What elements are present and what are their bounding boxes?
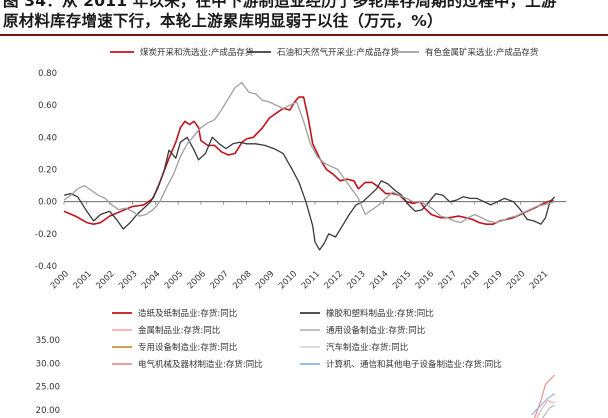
x-tick-label: 2013 [345, 269, 367, 291]
x-tick-label: 2002 [94, 269, 116, 291]
y-tick-label: 20.00 [36, 406, 60, 416]
series-line [63, 136, 556, 251]
x-tick-label: 2014 [368, 269, 390, 291]
x-tick-label: 2017 [437, 269, 459, 291]
legend-label: 造纸及纸制品业:存货:同比 [138, 308, 237, 319]
x-tick-label: 2006 [186, 269, 208, 291]
x-tick-label: 2009 [254, 269, 276, 291]
x-tick-label: 2018 [459, 269, 481, 291]
legend-label: 电气机械及器材制造业:存货:同比 [138, 359, 263, 370]
y-tick-label: -0.40 [35, 262, 57, 272]
legend-label: 石油和天然气开采业:产成品存货 [277, 47, 399, 58]
legend-label: 橡胶和塑料制品业:存货:同比 [326, 308, 434, 319]
x-tick-label: 2011 [300, 269, 322, 291]
series-line [63, 82, 555, 224]
series-line [531, 393, 555, 416]
y-tick-label: -0.20 [35, 230, 57, 240]
legend-label: 金属制品业:存货:同比 [138, 325, 220, 336]
x-tick-label: 2008 [231, 269, 253, 291]
y-tick-label: 0.20 [38, 166, 57, 176]
legend-label: 计算机、通信和其他电子设备制造业:存货:同比 [326, 359, 502, 370]
series-line [63, 96, 554, 225]
legend-label: 有色金属矿采选业:产成品存货 [425, 47, 539, 58]
chart-title-line-1: 图 34：从 2011 年以来，在中下游制造业经历了多轮库存周期的过程中，上游 [3, 0, 557, 10]
legend-label: 专用设备制造业:存货:同比 [138, 342, 237, 353]
x-tick-label: 2000 [49, 269, 71, 291]
x-tick-label: 2003 [117, 269, 139, 291]
x-tick-label: 2016 [414, 269, 436, 291]
y-tick-label: 35.00 [36, 336, 60, 346]
x-tick-label: 2020 [505, 269, 527, 291]
series-line [541, 404, 555, 418]
legend-label: 煤炭开采和洗选业:产成品存货 [140, 47, 254, 58]
x-tick-label: 2021 [528, 269, 550, 291]
x-tick-label: 2005 [163, 269, 185, 291]
series-line [533, 374, 556, 418]
x-tick-label: 2019 [482, 269, 504, 291]
y-tick-label: 30.00 [36, 359, 60, 369]
x-tick-label: 2007 [208, 269, 230, 291]
y-tick-label: 0.60 [38, 101, 57, 111]
legend-label: 通用设备制造业:存货:同比 [326, 325, 425, 336]
chart-title: 图 34：从 2011 年以来，在中下游制造业经历了多轮库存周期的过程中，上游 … [0, 0, 608, 31]
y-tick-label: 0.00 [38, 198, 57, 208]
y-tick-label: 0.80 [38, 69, 57, 79]
title-divider [0, 34, 608, 36]
chart-title-line-2: 原材料库存增速下行，本轮上游累库明显弱于以往（万元，%） [3, 12, 443, 30]
x-tick-label: 2012 [323, 269, 345, 291]
x-tick-label: 2010 [277, 269, 299, 291]
legend-label: 汽车制造业:存货:同比 [326, 342, 408, 353]
y-tick-label: 0.40 [38, 133, 57, 143]
x-tick-label: 2001 [72, 269, 94, 291]
x-tick-label: 2004 [140, 269, 162, 291]
series-line [536, 399, 555, 418]
x-tick-label: 2015 [391, 269, 413, 291]
y-tick-label: 25.00 [36, 383, 60, 393]
